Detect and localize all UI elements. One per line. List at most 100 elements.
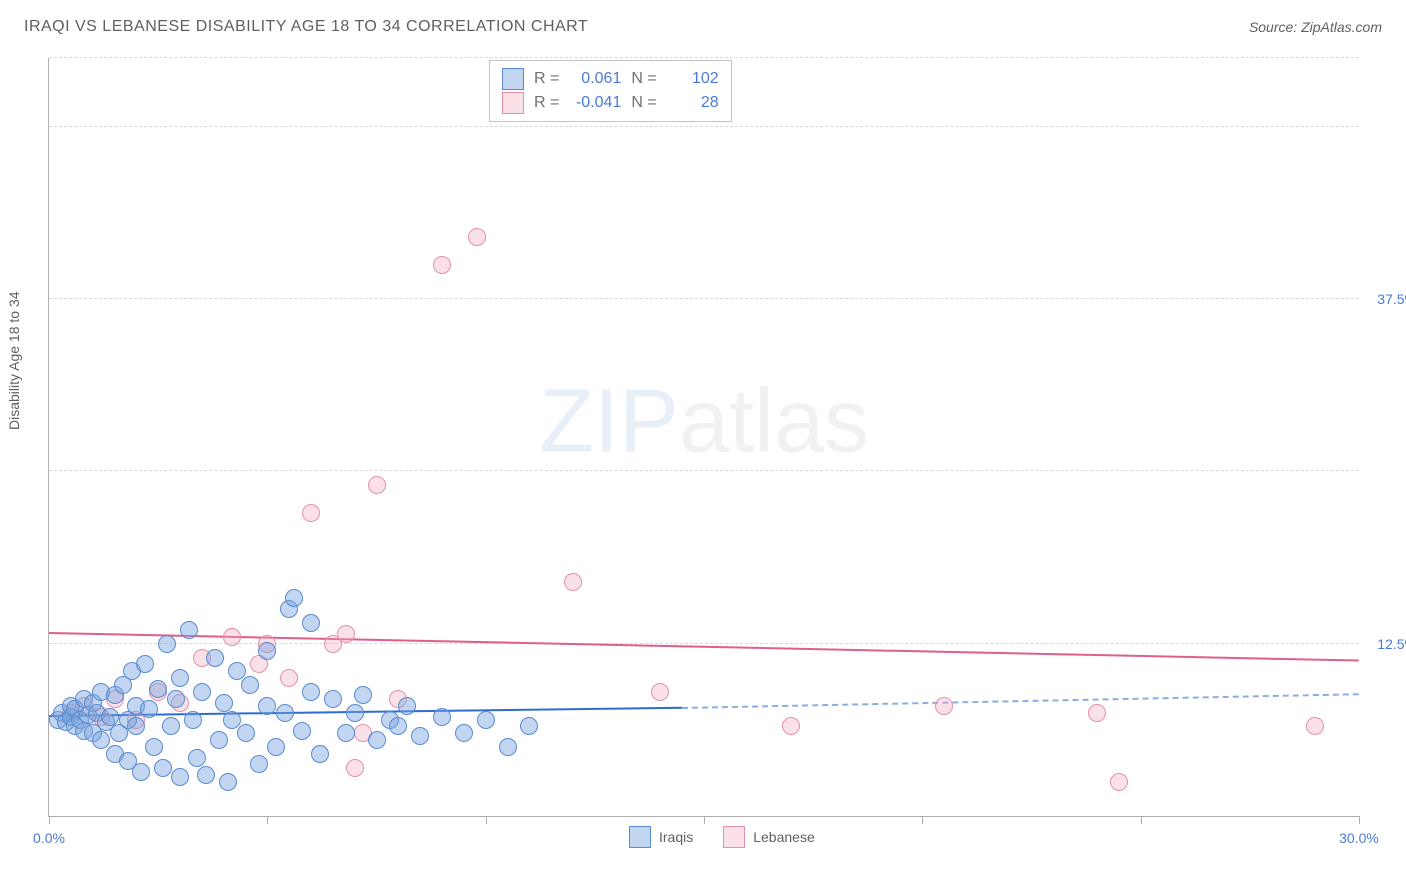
stat-r-lebanese: -0.041 <box>569 91 621 115</box>
y-tick-label: 37.5% <box>1367 291 1406 307</box>
stat-n-iraqi: 102 <box>667 67 719 91</box>
data-point <box>1306 717 1324 735</box>
data-point <box>285 589 303 607</box>
data-point <box>171 768 189 786</box>
data-point <box>101 708 119 726</box>
data-point <box>158 635 176 653</box>
data-point <box>368 476 386 494</box>
stats-row-lebanese: R = -0.041 N = 28 <box>502 91 719 115</box>
data-point <box>132 763 150 781</box>
data-point <box>324 690 342 708</box>
data-point <box>193 683 211 701</box>
gridline <box>49 57 1359 58</box>
stats-row-iraqi: R = 0.061 N = 102 <box>502 67 719 91</box>
data-point <box>184 711 202 729</box>
data-point <box>311 745 329 763</box>
data-point <box>136 655 154 673</box>
data-point <box>564 573 582 591</box>
watermark-atlas: atlas <box>679 371 869 471</box>
data-point <box>258 697 276 715</box>
data-point <box>276 704 294 722</box>
stats-box: R = 0.061 N = 102 R = -0.041 N = 28 <box>489 60 732 122</box>
stat-r-label: R = <box>534 67 559 91</box>
legend-item-lebanese: Lebanese <box>723 826 815 848</box>
data-point <box>237 724 255 742</box>
data-point <box>1088 704 1106 722</box>
data-point <box>188 749 206 767</box>
data-point <box>520 717 538 735</box>
gridline <box>49 298 1359 299</box>
data-point <box>206 649 224 667</box>
data-point <box>354 686 372 704</box>
x-tick <box>49 816 50 824</box>
data-point <box>411 727 429 745</box>
swatch-blue-icon <box>502 68 524 90</box>
y-tick-label: 12.5% <box>1367 636 1406 652</box>
source-credit: Source: ZipAtlas.com <box>1249 19 1382 35</box>
gridline <box>49 126 1359 127</box>
x-tick <box>1141 816 1142 824</box>
data-point <box>499 738 517 756</box>
watermark-zip: ZIP <box>539 371 679 471</box>
data-point <box>171 669 189 687</box>
data-point <box>210 731 228 749</box>
data-point <box>258 642 276 660</box>
data-point <box>782 717 800 735</box>
legend-item-iraqis: Iraqis <box>629 826 693 848</box>
regression-line <box>49 632 1359 662</box>
data-point <box>433 708 451 726</box>
legend-label-lebanese: Lebanese <box>753 829 815 845</box>
data-point <box>302 683 320 701</box>
data-point <box>302 614 320 632</box>
data-point <box>468 228 486 246</box>
data-point <box>250 755 268 773</box>
data-point <box>337 625 355 643</box>
gridline <box>49 643 1359 644</box>
x-tick-label: 0.0% <box>33 830 65 846</box>
chart-title: IRAQI VS LEBANESE DISABILITY AGE 18 TO 3… <box>24 18 588 36</box>
stat-n-label: N = <box>631 67 656 91</box>
legend-swatch-blue-icon <box>629 826 651 848</box>
data-point <box>167 690 185 708</box>
data-point <box>302 504 320 522</box>
data-point <box>1110 773 1128 791</box>
data-point <box>346 704 364 722</box>
data-point <box>398 697 416 715</box>
x-tick <box>267 816 268 824</box>
data-point <box>651 683 669 701</box>
bottom-legend: Iraqis Lebanese <box>629 826 815 848</box>
swatch-pink-icon <box>502 92 524 114</box>
x-tick <box>1359 816 1360 824</box>
data-point <box>280 669 298 687</box>
watermark: ZIPatlas <box>539 370 869 473</box>
data-point <box>127 717 145 735</box>
data-point <box>162 717 180 735</box>
plot-area: ZIPatlas R = 0.061 N = 102 R = -0.041 N … <box>48 58 1359 817</box>
stat-r-label-2: R = <box>534 91 559 115</box>
regression-line <box>682 693 1359 709</box>
y-axis-label: Disability Age 18 to 34 <box>6 291 22 430</box>
data-point <box>149 680 167 698</box>
data-point <box>477 711 495 729</box>
stat-n-label-2: N = <box>631 91 656 115</box>
data-point <box>140 700 158 718</box>
data-point <box>219 773 237 791</box>
data-point <box>346 759 364 777</box>
stat-n-lebanese: 28 <box>667 91 719 115</box>
legend-swatch-pink-icon <box>723 826 745 848</box>
data-point <box>223 628 241 646</box>
x-tick <box>486 816 487 824</box>
data-point <box>368 731 386 749</box>
data-point <box>433 256 451 274</box>
data-point <box>180 621 198 639</box>
data-point <box>145 738 163 756</box>
data-point <box>293 722 311 740</box>
data-point <box>455 724 473 742</box>
data-point <box>215 694 233 712</box>
data-point <box>337 724 355 742</box>
data-point <box>241 676 259 694</box>
x-tick-label: 30.0% <box>1339 830 1379 846</box>
title-bar: IRAQI VS LEBANESE DISABILITY AGE 18 TO 3… <box>24 18 1382 36</box>
data-point <box>935 697 953 715</box>
legend-label-iraqis: Iraqis <box>659 829 693 845</box>
